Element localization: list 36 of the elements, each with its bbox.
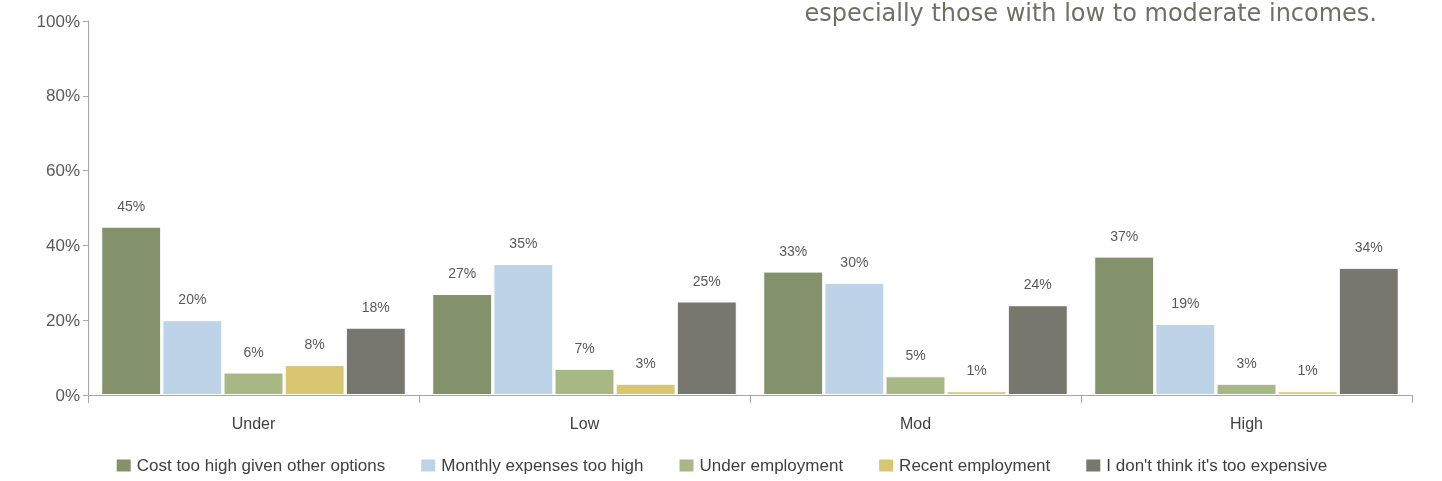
data-label: 3% — [1236, 354, 1257, 371]
data-label: 19% — [1171, 294, 1200, 311]
data-label: 34% — [1354, 238, 1383, 255]
data-label: 25% — [692, 272, 721, 289]
data-label: 5% — [905, 347, 926, 364]
data-label: 8% — [304, 336, 325, 353]
data-label: 24% — [1023, 276, 1052, 293]
y-tick-label: 100% — [36, 11, 80, 31]
legend-label: Recent employment — [899, 456, 1051, 475]
data-label: 20% — [178, 291, 207, 308]
legend-label: Cost too high given other options — [136, 456, 386, 475]
x-tick-label: Low — [569, 414, 600, 432]
data-label: 1% — [966, 362, 987, 379]
data-label: 7% — [574, 339, 595, 356]
data-label: 30% — [840, 253, 869, 270]
data-label: 33% — [779, 242, 808, 259]
chart-subtitle: especially those with low to moderate incomes. — [804, 0, 1378, 27]
data-label: 45% — [117, 197, 146, 214]
y-tick-label: 20% — [45, 310, 80, 330]
data-label: 3% — [635, 354, 656, 371]
y-tick-label: 80% — [45, 86, 80, 106]
x-tick-label: Under — [231, 414, 276, 432]
y-tick-label: 0% — [55, 385, 80, 405]
data-label: 6% — [243, 343, 264, 360]
legend-label: Under employment — [699, 456, 844, 475]
y-tick-label: 60% — [45, 161, 80, 181]
data-label: 27% — [448, 265, 477, 282]
x-tick-label: High — [1230, 414, 1263, 432]
data-label: 35% — [509, 235, 538, 252]
y-tick-label: 40% — [45, 235, 80, 255]
data-label: 1% — [1297, 362, 1318, 379]
legend-label: I don't think it's too expensive — [1106, 456, 1328, 475]
x-tick-label: Mod — [899, 414, 932, 432]
legend-label: Monthly expenses too high — [441, 456, 644, 475]
data-label: 37% — [1110, 227, 1139, 244]
data-label: 18% — [361, 298, 390, 315]
